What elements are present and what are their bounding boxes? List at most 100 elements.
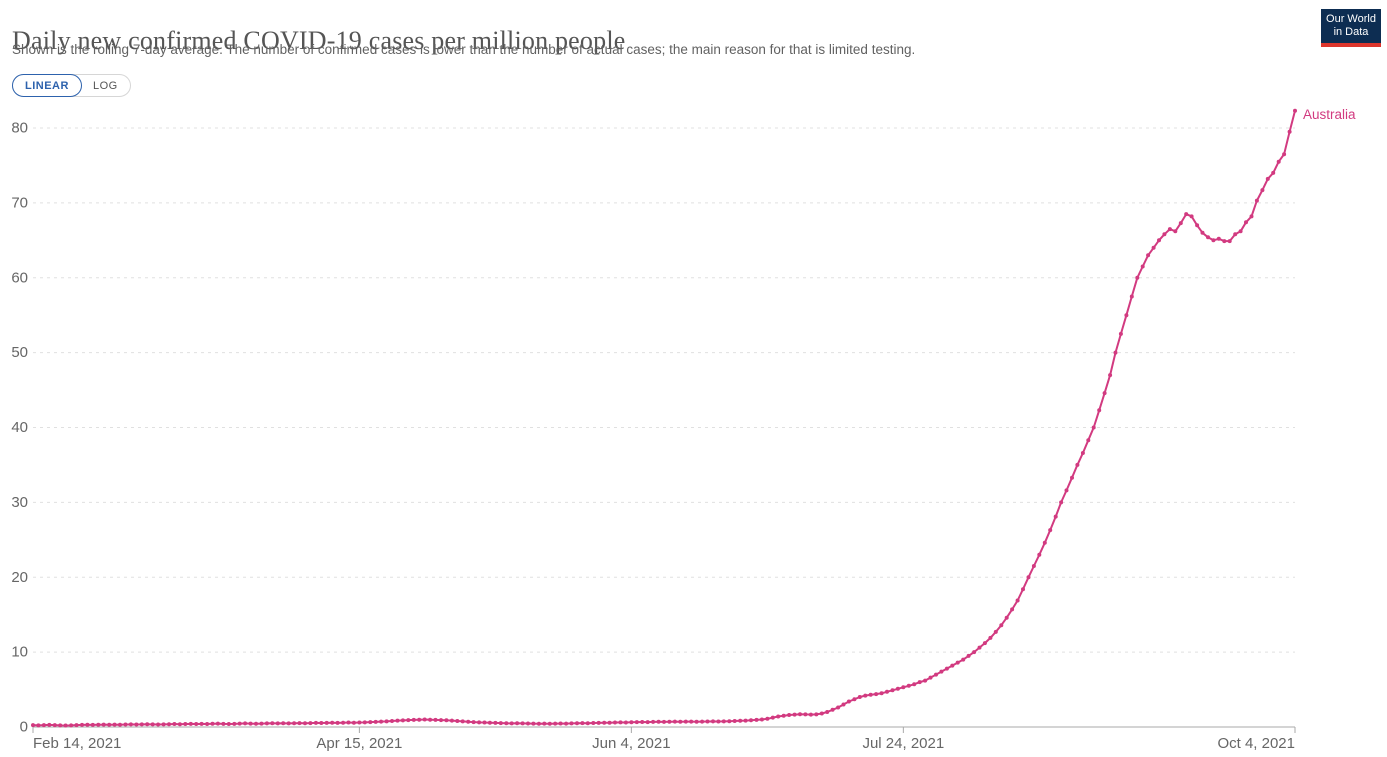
australia-data-point[interactable] (651, 719, 656, 724)
australia-data-point[interactable] (623, 720, 628, 725)
australia-data-point[interactable] (1118, 331, 1123, 336)
australia-data-point[interactable] (645, 720, 650, 725)
australia-data-point[interactable] (564, 721, 569, 726)
australia-data-point[interactable] (705, 719, 710, 724)
australia-data-point[interactable] (292, 721, 297, 726)
australia-data-point[interactable] (395, 718, 400, 723)
australia-data-point[interactable] (1216, 236, 1221, 241)
australia-data-point[interactable] (977, 645, 982, 650)
australia-data-point[interactable] (150, 722, 155, 727)
australia-data-point[interactable] (934, 672, 938, 677)
australia-data-point[interactable] (1211, 238, 1216, 243)
australia-data-point[interactable] (798, 712, 802, 717)
australia-data-point[interactable] (341, 720, 346, 725)
australia-data-point[interactable] (634, 720, 639, 725)
australia-data-point[interactable] (1004, 615, 1009, 620)
australia-data-point[interactable] (885, 689, 889, 694)
australia-data-point[interactable] (515, 721, 520, 726)
australia-data-point[interactable] (613, 720, 617, 725)
australia-data-point[interactable] (1287, 129, 1292, 134)
australia-data-point[interactable] (1195, 223, 1200, 228)
australia-data-point[interactable] (112, 722, 117, 727)
australia-data-point[interactable] (923, 678, 928, 683)
australia-data-point[interactable] (471, 720, 476, 725)
australia-data-point[interactable] (482, 720, 487, 725)
australia-data-point[interactable] (591, 721, 596, 725)
australia-data-point[interactable] (950, 663, 955, 668)
australia-data-point[interactable] (575, 721, 579, 726)
australia-data-point[interactable] (1151, 245, 1156, 250)
australia-series-label[interactable]: Australia (1303, 107, 1356, 122)
australia-data-point[interactable] (759, 717, 764, 722)
australia-data-point[interactable] (1021, 587, 1025, 592)
australia-data-point[interactable] (547, 721, 552, 726)
australia-data-point[interactable] (1042, 540, 1047, 545)
australia-data-point[interactable] (988, 635, 993, 640)
australia-data-point[interactable] (618, 720, 623, 725)
australia-data-point[interactable] (814, 712, 819, 717)
australia-data-point[interactable] (411, 717, 416, 722)
australia-data-point[interactable] (400, 718, 405, 723)
australia-data-point[interactable] (961, 657, 966, 662)
australia-data-point[interactable] (47, 722, 52, 727)
australia-data-point[interactable] (999, 623, 1004, 628)
australia-data-point[interactable] (107, 722, 112, 727)
australia-data-point[interactable] (232, 721, 237, 726)
australia-data-point[interactable] (667, 719, 672, 724)
australia-data-point[interactable] (96, 722, 101, 727)
australia-data-point[interactable] (982, 641, 987, 646)
australia-data-point[interactable] (487, 720, 492, 725)
australia-data-point[interactable] (1293, 108, 1297, 113)
australia-data-point[interactable] (754, 717, 759, 722)
australia-data-point[interactable] (689, 719, 694, 724)
australia-data-point[interactable] (498, 721, 503, 726)
australia-data-point[interactable] (504, 721, 509, 726)
australia-data-point[interactable] (243, 721, 248, 726)
australia-data-point[interactable] (1108, 373, 1113, 378)
australia-data-point[interactable] (917, 680, 922, 685)
australia-data-point[interactable] (700, 719, 705, 724)
australia-data-point[interactable] (662, 719, 666, 724)
australia-data-point[interactable] (205, 722, 210, 726)
australia-data-point[interactable] (1260, 188, 1265, 193)
australia-data-point[interactable] (1031, 564, 1036, 568)
australia-data-point[interactable] (74, 723, 79, 728)
australia-data-point[interactable] (281, 721, 286, 726)
australia-data-point[interactable] (390, 719, 394, 723)
australia-data-point[interactable] (221, 721, 226, 726)
australia-data-point[interactable] (428, 717, 433, 722)
australia-data-point[interactable] (852, 697, 857, 702)
australia-data-point[interactable] (912, 682, 917, 687)
australia-data-point[interactable] (825, 710, 830, 714)
australia-data-point[interactable] (1254, 198, 1259, 203)
log-scale-button[interactable]: LOG (81, 75, 130, 96)
australia-data-point[interactable] (716, 719, 721, 724)
australia-data-point[interactable] (874, 692, 879, 697)
australia-data-point[interactable] (765, 716, 770, 721)
australia-data-point[interactable] (993, 629, 998, 634)
australia-data-point[interactable] (836, 705, 841, 710)
australia-data-point[interactable] (972, 650, 977, 655)
australia-data-point[interactable] (1200, 230, 1205, 235)
australia-data-point[interactable] (781, 713, 786, 718)
australia-data-point[interactable] (749, 718, 753, 723)
australia-data-point[interactable] (433, 717, 438, 722)
australia-data-point[interactable] (303, 721, 307, 726)
australia-data-point[interactable] (1244, 220, 1248, 225)
australia-data-point[interactable] (1102, 391, 1107, 396)
australia-data-point[interactable] (194, 722, 199, 726)
australia-data-point[interactable] (373, 719, 378, 724)
australia-data-point[interactable] (672, 719, 677, 724)
australia-data-point[interactable] (177, 722, 182, 727)
australia-data-point[interactable] (417, 717, 422, 722)
australia-data-point[interactable] (128, 722, 133, 727)
australia-data-point[interactable] (683, 719, 688, 724)
australia-data-point[interactable] (1189, 214, 1194, 219)
australia-data-point[interactable] (1282, 152, 1287, 157)
australia-data-point[interactable] (808, 712, 813, 717)
australia-data-point[interactable] (384, 719, 389, 724)
australia-data-point[interactable] (1113, 350, 1118, 355)
australia-data-point[interactable] (226, 722, 231, 726)
australia-data-point[interactable] (509, 721, 514, 726)
australia-data-point[interactable] (732, 719, 737, 723)
